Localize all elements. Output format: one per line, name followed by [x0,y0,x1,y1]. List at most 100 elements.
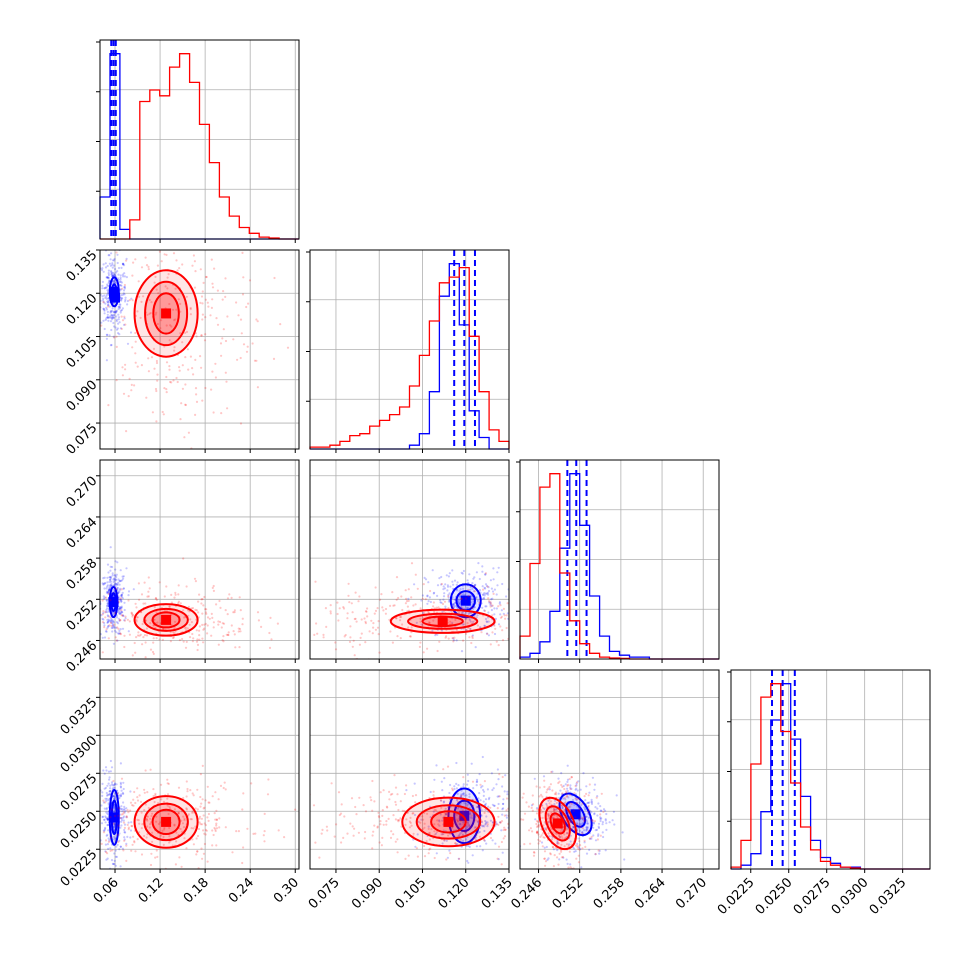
red-scatter-point [505,626,508,630]
red-scatter-point [151,650,155,654]
blue-scatter-point [468,795,471,799]
blue-scatter-point [116,561,119,564]
blue-scatter-point [119,569,122,572]
red-scatter-point [211,282,214,285]
blue-scatter-point [621,831,624,834]
blue-scatter-point [581,831,584,834]
blue-scatter-point [447,600,450,603]
red-scatter-point [358,643,361,646]
red-scatter-point [166,778,169,781]
blue-scatter-point [105,816,108,819]
red-scatter-point [59,827,61,829]
blue-scatter-point [462,792,465,795]
red-scatter-point [388,790,391,794]
blue-scatter-point [108,315,111,318]
red-scatter-point [167,812,170,816]
blue-scatter-point [586,822,589,825]
blue-scatter-point [120,593,123,596]
blue-scatter-point [460,650,464,653]
blue-scatter-point [110,343,113,347]
blue-scatter-point [119,612,122,616]
blue-scatter-point [111,309,114,312]
blue-scatter-point [112,280,115,283]
red-scatter-point [202,807,205,810]
red-scatter-point [169,640,172,643]
red-scatter-point [296,812,298,814]
blue-scatter-point [113,325,116,328]
red-scatter-point [185,626,188,629]
red-scatter-point [373,612,376,615]
red-scatter-point [465,597,468,600]
red-scatter-point [512,822,514,824]
red-scatter-point [155,815,158,818]
red-scatter-point [130,849,133,852]
red-scatter-point [536,825,539,829]
blue-scatter-point [599,817,602,821]
red-scatter-point [581,832,584,835]
blue-scatter-point [456,807,460,810]
blue-scatter-point [110,313,113,316]
red-scatter-point [466,824,469,827]
blue-scatter-point [107,281,110,285]
blue-scatter-point [456,581,459,584]
blue-scatter-point [112,580,115,584]
red-scatter-point [235,301,238,304]
red-scatter-point [203,842,206,846]
blue-panel-1-0 [100,250,133,362]
blue-scatter-point [108,262,111,265]
red-scatter-point [270,840,272,842]
blue-scatter-point [471,817,474,820]
red-scatter-point [363,617,366,620]
panel-frame [99,669,300,870]
red-scatter-point [352,834,355,837]
blue-scatter-point [433,778,436,781]
red-scatter-point [574,816,577,819]
blue-scatter-point [119,795,122,798]
red-scatter-point [165,375,168,379]
blue-scatter-point [547,799,550,802]
red-scatter-point [587,829,591,833]
blue-scatter-point [444,812,448,816]
red-scatter-point [359,636,362,640]
blue-scatter-point [102,297,105,300]
red-scatter-point [527,782,529,784]
blue-scatter-point [106,584,109,587]
red-scatter-point [127,811,130,814]
blue-scatter-point [455,799,458,802]
x-tick-label: 0.06 [91,875,122,906]
blue-scatter-point [102,829,105,832]
red-scatter-point [165,324,168,327]
blue-scatter-point [109,584,112,587]
red-scatter-point [123,619,127,622]
red-scatter-point [206,816,209,819]
blue-scatter-point [493,804,496,807]
red-scatter-point [441,602,445,606]
red-scatter-point [131,615,134,618]
blue-scatter-point [112,321,115,325]
blue-scatter-point [534,818,537,821]
red-scatter-point [303,856,305,858]
red-scatter-point [119,816,122,820]
red-scatter-point [194,580,197,583]
blue-scatter-point [98,600,100,602]
blue-scatter-point [119,280,122,283]
blue-scatter-point [594,853,597,856]
blue-scatter-point [112,621,115,624]
red-scatter-point [139,800,143,804]
red-scatter-point [505,614,508,617]
blue-density-peak [110,292,121,303]
blue-scatter-point [562,784,565,788]
red-scatter-point [374,628,377,631]
blue-scatter-point [589,837,592,840]
red-scatter-point [160,319,163,322]
red-scatter-point [464,632,468,636]
blue-scatter-point [421,594,424,597]
red-scatter-point [224,371,227,374]
blue-scatter-point [482,788,485,792]
blue-scatter-point [118,607,121,610]
blue-scatter-point [105,306,108,309]
red-scatter-point [163,828,166,831]
blue-scatter-point [484,587,487,590]
blue-scatter-point [482,790,486,793]
panel-grid-3-0 [100,670,299,869]
